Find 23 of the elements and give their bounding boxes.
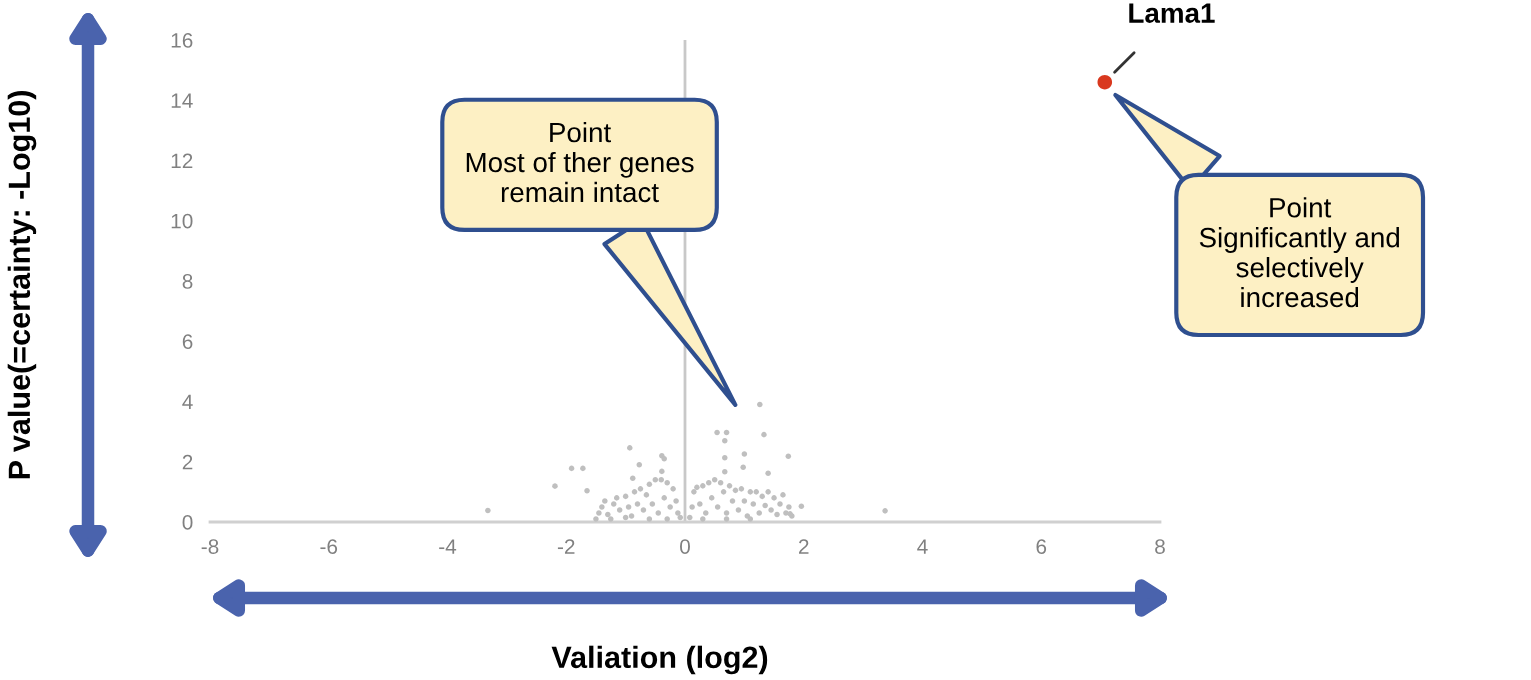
x-tick-label: 4 <box>917 539 928 554</box>
y-tick-label: 14 <box>171 93 193 108</box>
x-tick-label: 8 <box>1155 539 1165 554</box>
x-tick-label: -2 <box>557 539 575 554</box>
x-tick-label: 2 <box>799 539 809 554</box>
x-tick-label: 0 <box>680 539 690 554</box>
x-tick-label: -8 <box>201 539 219 554</box>
annotation: Point Most of ther genes remain intact <box>466 121 694 203</box>
y-tick-label: 2 <box>182 454 193 470</box>
y-tick-label: 4 <box>182 394 193 410</box>
y-tick-label: 10 <box>171 213 193 229</box>
x-tick-label: -4 <box>439 539 457 554</box>
y-tick-label: 6 <box>182 334 193 349</box>
x-tick-label: 6 <box>1036 539 1047 554</box>
y-tick-label: 12 <box>171 153 193 169</box>
annotation: Lama1 <box>1129 3 1215 23</box>
y-tick-label: 16 <box>171 33 193 48</box>
x-axis-title: Valiation (log2) <box>551 645 768 675</box>
x-tick-label: -6 <box>320 539 338 554</box>
y-axis-title: P value(=certainty: -Log10) <box>7 91 37 479</box>
y-tick-label: 0 <box>182 515 193 530</box>
y-tick-label: 8 <box>182 274 193 289</box>
text: Point Significantly and selectively increased <box>1199 197 1400 308</box>
